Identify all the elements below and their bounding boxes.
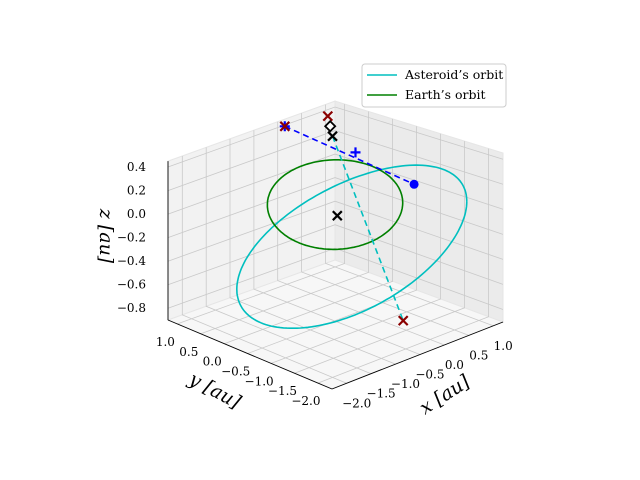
legend-label-asteroid: Asteroid’s orbit <box>404 67 503 82</box>
x-tick-label-4: 0.0 <box>445 358 464 372</box>
y-tick-label-5: −1.5 <box>268 384 297 398</box>
z-gridline-6 <box>167 247 504 310</box>
z-tick-label-5: −0.6 <box>117 278 146 292</box>
z-gridline-1 <box>167 130 504 191</box>
x-tick-label-2: −1.0 <box>391 377 420 391</box>
legend: Asteroid’s orbit Earth’s orbit <box>361 63 507 108</box>
earth-orbit-line <box>266 159 404 251</box>
z-gridline-4 <box>167 200 504 262</box>
marker-x-7 <box>332 210 343 221</box>
x-tick-label-3: −0.5 <box>415 368 444 382</box>
z-tick-label-0: 0.4 <box>127 160 146 174</box>
z-gridline-0 <box>167 106 504 168</box>
z-gridline-2 <box>167 153 504 215</box>
dashed-line-1 <box>331 135 404 321</box>
x-tick-label-0: −2.0 <box>342 396 371 410</box>
y-tick-label-4: −1.0 <box>245 374 274 388</box>
x-marker-1 <box>279 121 291 132</box>
asteroid-orbit-line <box>235 164 468 330</box>
diamond-marker-5 <box>323 119 337 133</box>
x-marker-8 <box>397 315 409 326</box>
y-tick-label-2: 0.0 <box>203 355 222 369</box>
z-gridline-5 <box>167 224 504 286</box>
legend-label-earth: Earth’s orbit <box>405 87 486 102</box>
x-tick-label-6: 1.0 <box>494 339 513 353</box>
x-axis-line <box>331 321 504 390</box>
marker-diamond-open-5 <box>323 119 337 133</box>
circle-marker-3 <box>409 179 419 189</box>
plus-marker-2 <box>350 147 361 158</box>
z-tick-label-2: 0.0 <box>127 207 146 221</box>
y-tick-label-0: 1.0 <box>156 335 175 349</box>
z-tick-label-3: −0.2 <box>117 231 146 245</box>
legend-box <box>361 63 507 108</box>
dashed-line-0 <box>284 125 415 185</box>
z-gridline-3 <box>167 177 504 238</box>
marker-x-1 <box>279 121 291 132</box>
marker-circle-3 <box>409 179 419 189</box>
x-marker-4 <box>322 110 334 122</box>
z-tick-label-1: 0.2 <box>127 184 146 198</box>
y-tick-label-1: 0.5 <box>179 345 198 359</box>
x-tick-label-5: 0.5 <box>469 348 488 362</box>
marker-x-6 <box>327 130 338 142</box>
x-marker-7 <box>332 210 343 221</box>
x-marker-6 <box>327 130 338 142</box>
x-tick-label-1: −1.5 <box>367 387 396 401</box>
y-tick-label-6: −2.0 <box>291 394 320 408</box>
y-tick-label-3: −0.5 <box>221 365 250 379</box>
marker-x-8 <box>397 315 409 326</box>
y-axis-line <box>167 319 333 390</box>
marker-plus-2 <box>350 147 361 158</box>
z-tick-label-6: −0.8 <box>117 301 146 315</box>
z-tick-label-4: −0.4 <box>117 254 147 268</box>
marker-x-4 <box>322 110 334 122</box>
z-axis-label: z [au] <box>95 208 117 264</box>
